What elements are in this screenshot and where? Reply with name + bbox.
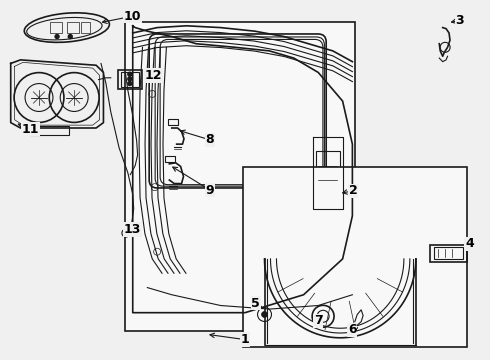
Bar — [316, 151, 340, 194]
Text: 10: 10 — [124, 10, 142, 23]
Bar — [50, 22, 62, 33]
Circle shape — [262, 311, 268, 318]
Bar — [121, 72, 139, 87]
Text: 3: 3 — [456, 14, 464, 27]
Bar — [431, 244, 467, 262]
Bar — [166, 156, 175, 162]
Bar — [125, 22, 355, 330]
Circle shape — [128, 77, 132, 81]
Circle shape — [68, 35, 72, 39]
Text: 12: 12 — [145, 69, 163, 82]
Text: 7: 7 — [314, 314, 322, 328]
Bar — [168, 119, 178, 126]
Text: 2: 2 — [349, 184, 358, 197]
Text: 5: 5 — [251, 297, 260, 310]
Text: 11: 11 — [22, 122, 39, 136]
Bar — [81, 22, 90, 33]
Circle shape — [128, 82, 132, 86]
Bar — [435, 247, 463, 259]
Circle shape — [55, 35, 59, 39]
Bar — [243, 167, 467, 347]
Text: 8: 8 — [205, 133, 214, 146]
Text: 6: 6 — [348, 323, 357, 336]
Text: 13: 13 — [124, 223, 142, 236]
Circle shape — [128, 72, 132, 76]
Text: 1: 1 — [241, 333, 249, 346]
Bar — [30, 126, 69, 135]
Text: 9: 9 — [205, 184, 214, 197]
Bar — [118, 69, 142, 89]
Text: 4: 4 — [465, 237, 474, 250]
Bar — [67, 22, 79, 33]
